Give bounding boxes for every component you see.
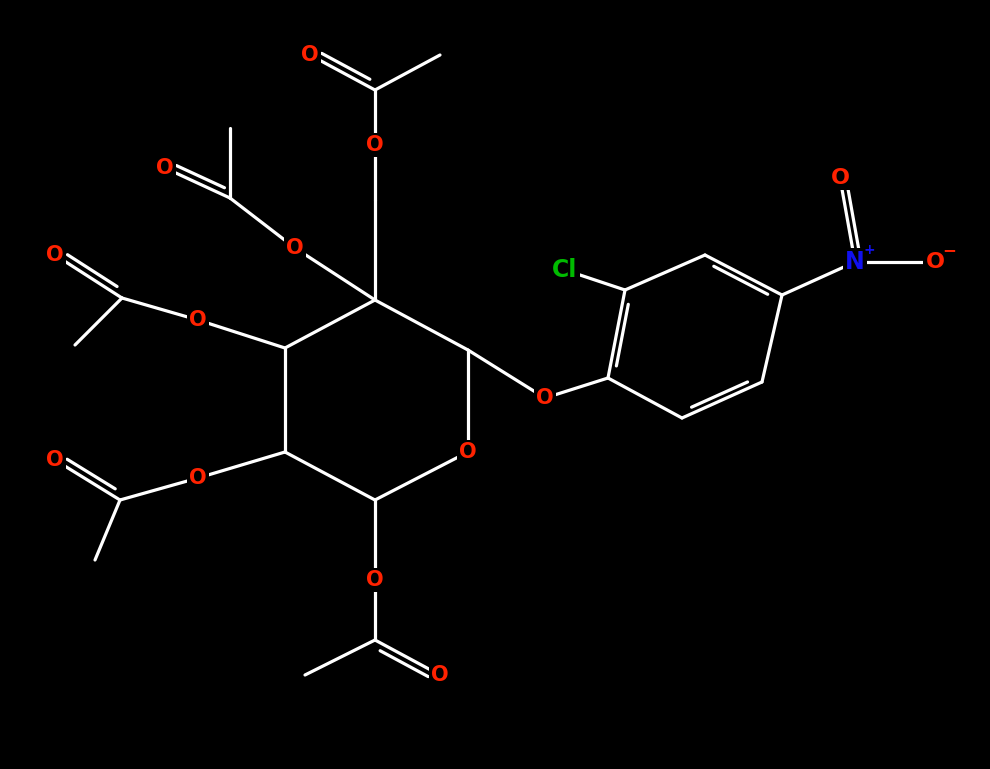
Text: O: O [189, 310, 207, 330]
Text: +: + [863, 243, 875, 257]
Text: O: O [366, 135, 384, 155]
Text: O: O [156, 158, 174, 178]
Text: O: O [926, 252, 944, 272]
Text: N: N [845, 250, 865, 274]
Text: O: O [537, 388, 553, 408]
Text: O: O [366, 570, 384, 590]
Text: O: O [301, 45, 319, 65]
Text: O: O [432, 665, 448, 685]
Text: O: O [47, 450, 63, 470]
Text: Cl: Cl [552, 258, 578, 282]
Text: O: O [189, 468, 207, 488]
Text: O: O [459, 442, 477, 462]
Text: O: O [831, 168, 849, 188]
Text: O: O [47, 245, 63, 265]
Text: O: O [286, 238, 304, 258]
Text: −: − [942, 241, 956, 259]
